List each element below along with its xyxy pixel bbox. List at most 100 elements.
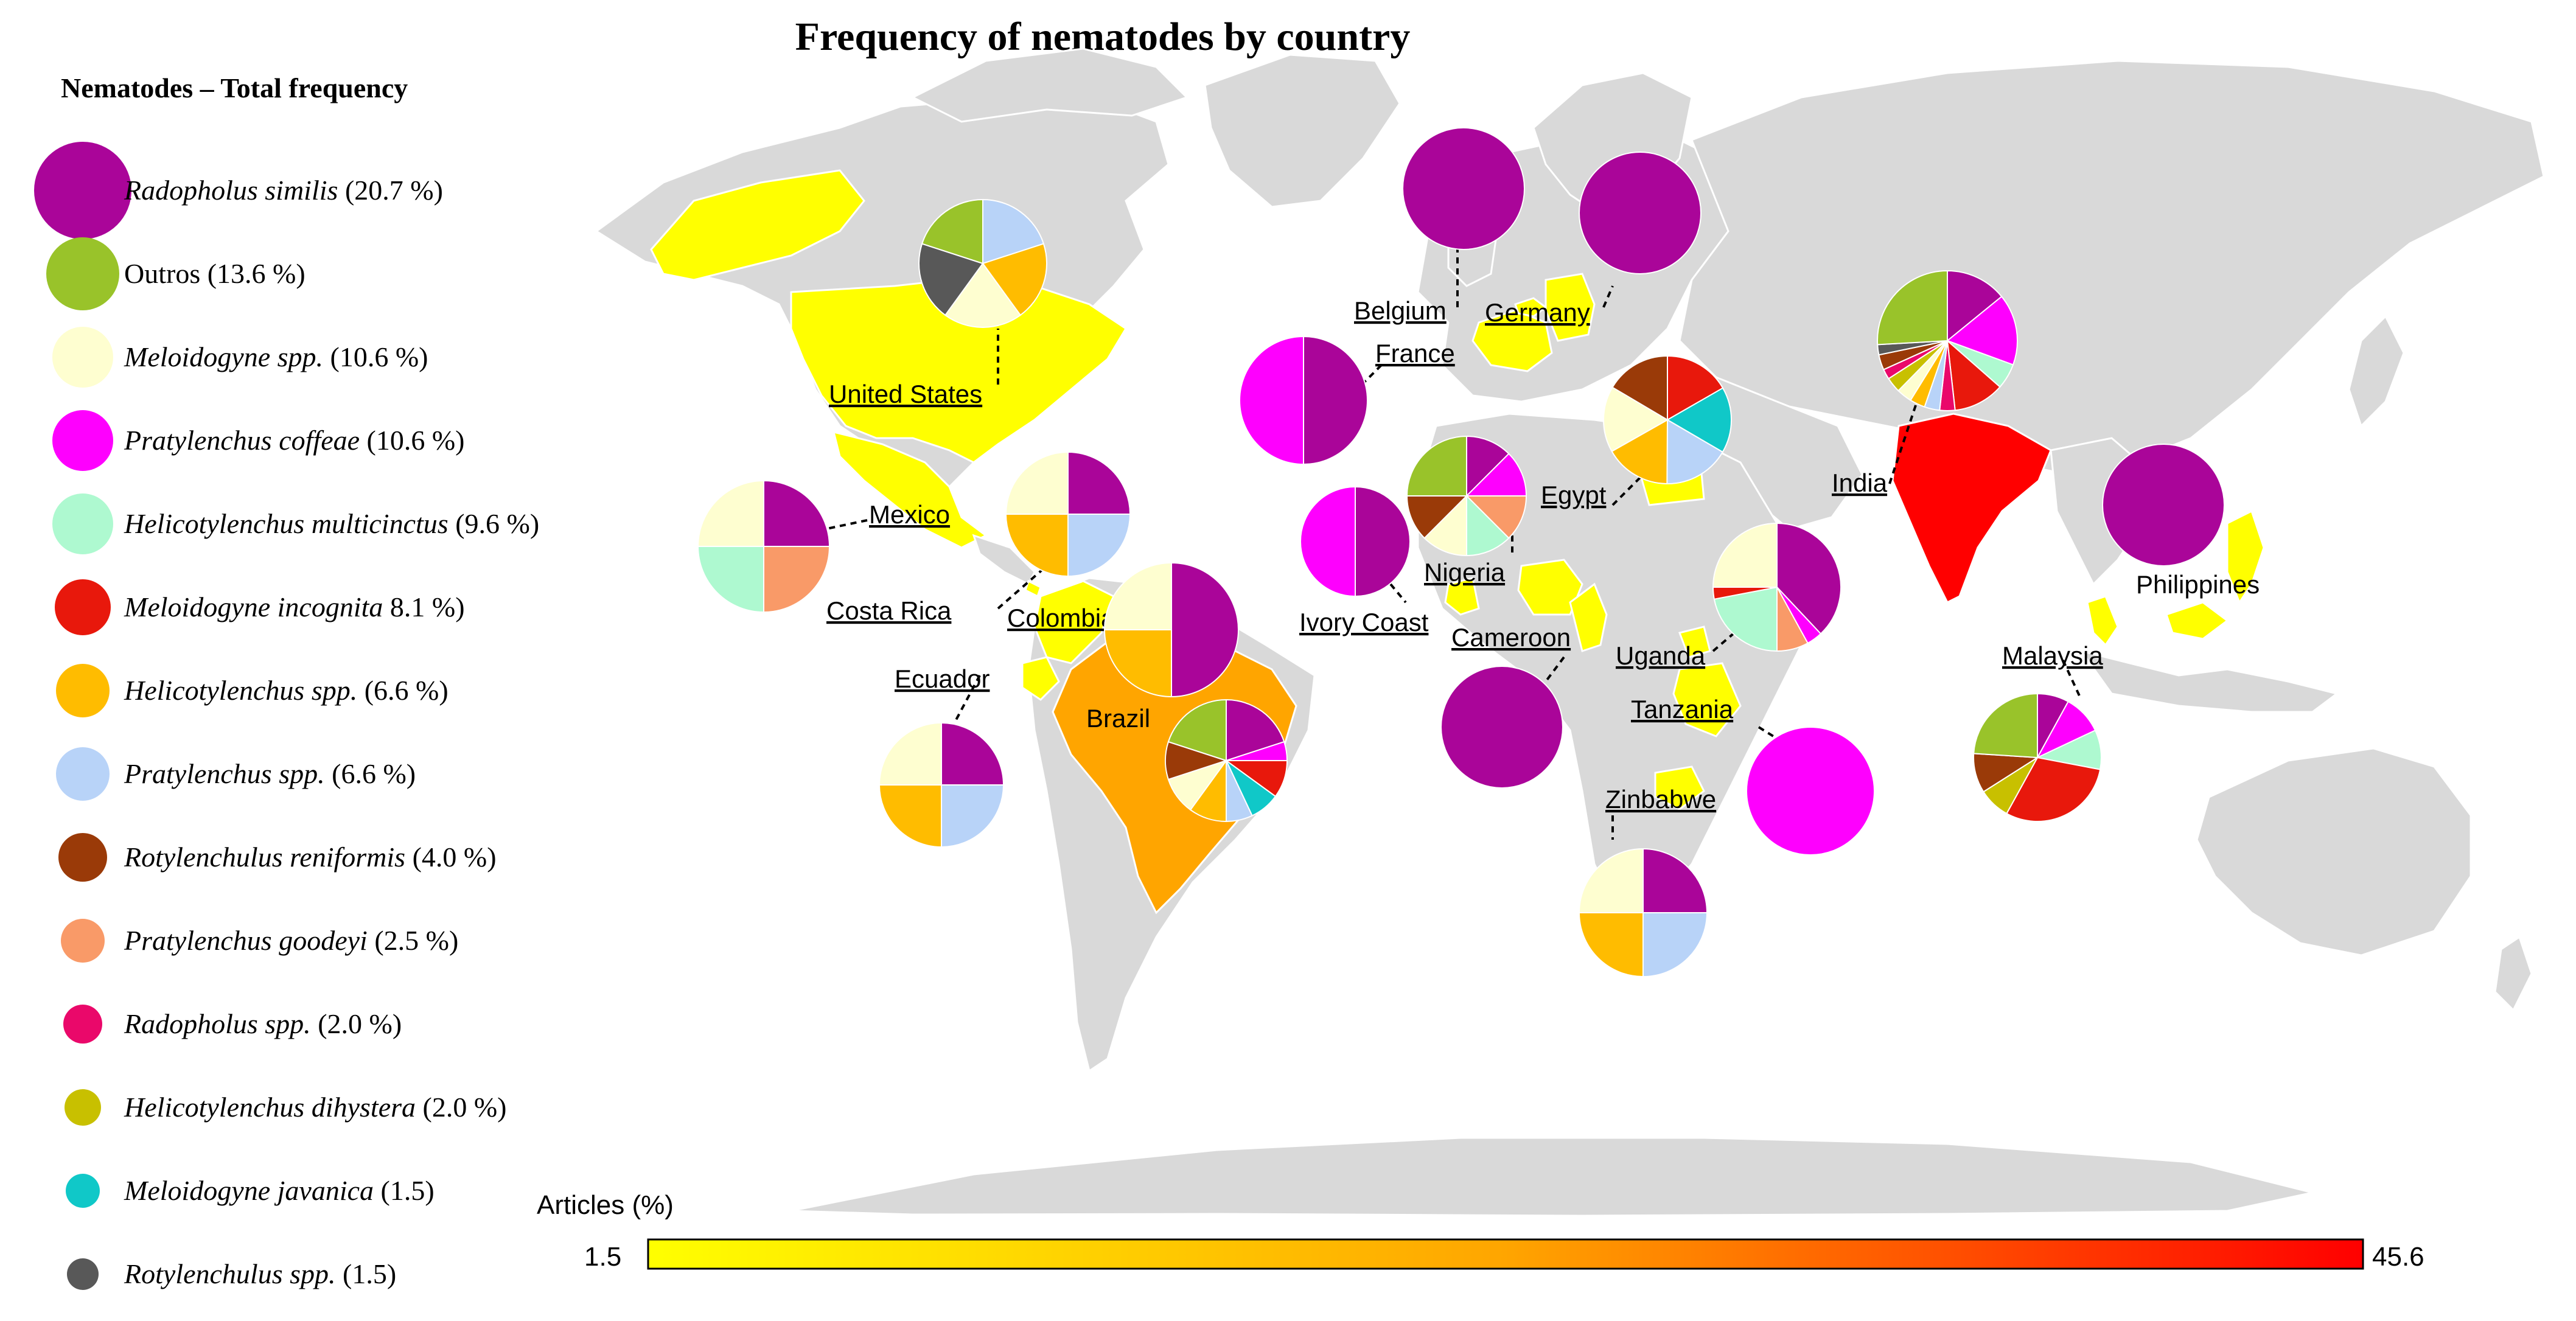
label-philippines: Philippines [2136, 570, 2260, 599]
pie-slice [1611, 355, 1668, 421]
legend-label-pratylenchus-spp: Pratylenchus spp. (6.6 %) [124, 758, 416, 789]
pie-slice [1947, 270, 2003, 343]
pie-slice [1746, 727, 1875, 856]
legend-percent: (2.0 %) [416, 1092, 506, 1123]
pie-egypt [1603, 355, 1732, 485]
japan-land [2348, 315, 2405, 428]
pie-slice [1465, 453, 1527, 497]
pie-slice [1578, 912, 1644, 978]
legend-swatch-pratylenchus-goodeyi [61, 919, 105, 963]
legend-name: Radopholus similis [124, 175, 338, 206]
pie-zinbabwe [1578, 848, 1708, 978]
legend-swatch-rotylenchulus-reniformis [58, 833, 107, 882]
pie-slice [1171, 562, 1239, 698]
pie-slice [1642, 848, 1708, 913]
pie-brazil [1164, 699, 1288, 823]
label-brazil: Brazil [1086, 704, 1150, 733]
label-ecuador: Ecuador [895, 664, 990, 693]
pie-slice [941, 722, 1005, 786]
pie-slice [1603, 386, 1669, 453]
pie-slice [1776, 522, 1841, 635]
pie-philippines [2102, 444, 2225, 566]
pie-slice [1423, 494, 1467, 557]
legend-percent: (10.6 %) [323, 341, 428, 372]
pie-slice [1440, 666, 1563, 789]
legend-swatch-helicotylenchus-dihystera [65, 1089, 101, 1126]
legend-name: Helicotylenchus spp. [124, 675, 357, 706]
legend-percent: (20.7 %) [338, 175, 442, 206]
pie-india [1877, 270, 2018, 412]
legend-percent: (2.5 %) [368, 925, 458, 956]
figure-title: Frequency of nematodes by country [795, 15, 1411, 59]
legend-percent: (9.6 %) [449, 508, 539, 539]
costa-rica-land [1024, 579, 1042, 598]
indonesia-land [2079, 649, 2339, 713]
india-land [1891, 413, 2052, 604]
legend-name: Meloidogyne javanica [124, 1175, 374, 1206]
leader-line-germany [1602, 285, 1614, 308]
pie-slice [1465, 495, 1527, 539]
pie-slice [944, 262, 1022, 329]
pie-slice [1466, 435, 1510, 498]
legend-name: Pratylenchus coffeae [124, 425, 360, 456]
pie-slice [1303, 335, 1368, 465]
legend-swatch-outros [46, 237, 119, 310]
legend-swatch-radopholus-spp [63, 1005, 102, 1044]
pie-slice [1712, 522, 1778, 588]
pie-slice [1300, 486, 1356, 598]
legend-name: Radopholus spp. [124, 1008, 311, 1039]
pie-tanzania [1746, 727, 1875, 856]
pie-slice [763, 479, 831, 547]
pie-colombia [1005, 451, 1131, 577]
pie-slice [982, 243, 1047, 316]
legend-percent: (10.6 %) [360, 425, 464, 456]
legend-label-pratylenchus-coffeae: Pratylenchus coffeae (10.6 %) [124, 425, 465, 456]
pie-slice [1005, 451, 1069, 515]
legend-swatch-meloidogyne-incognita [55, 579, 111, 635]
legend-swatch-meloidogyne-javanica [66, 1174, 100, 1208]
legend-percent: (6.6 %) [325, 758, 416, 789]
pie-mexico [697, 479, 831, 613]
leader-line-france [1356, 364, 1383, 391]
legend-label-outros: Outros (13.6 %) [124, 258, 305, 289]
label-egypt: Egypt [1541, 481, 1607, 509]
pie-ivory-coast [1300, 486, 1411, 598]
legend-percent: (1.5) [336, 1258, 397, 1289]
legend-name: Pratylenchus goodeyi [124, 925, 368, 956]
legend-label-radopholus-similis: Radopholus similis (20.7 %) [124, 175, 443, 206]
leader-line-ecuador [954, 675, 981, 722]
pie-slice [2102, 444, 2225, 566]
pie-slice [1973, 692, 2038, 759]
label-uganda: Uganda [1616, 641, 1706, 670]
new-zealand-land [2494, 935, 2533, 1012]
pie-slice [878, 722, 942, 786]
legend-label-meloidogyne-javanica: Meloidogyne javanica (1.5) [124, 1175, 435, 1206]
pie-slice [1946, 295, 2018, 366]
colorbar: Articles (%) 1.5 45.6 [537, 1190, 2424, 1272]
colorbar-title: Articles (%) [537, 1190, 674, 1220]
pie-slice [1239, 335, 1304, 465]
legend-heading: Nematodes – Total frequency [61, 72, 408, 103]
pie-france [1239, 335, 1368, 465]
pie-slice [2006, 756, 2101, 822]
asia-land [1678, 60, 2545, 476]
legend: Nematodes – Total frequency Radopholus s… [34, 72, 539, 1290]
leader-line-cameroon [1545, 656, 1565, 683]
legend-percent: (13.6 %) [200, 258, 305, 289]
legend-name: Helicotylenchus dihystera [124, 1092, 416, 1123]
pie-slice [1402, 127, 1525, 250]
pie-slice [697, 479, 764, 547]
pie-slice [1713, 586, 1778, 652]
colorbar-min-label: 1.5 [584, 1242, 621, 1272]
pie-slice [1666, 387, 1732, 453]
pie-slice [1877, 270, 1948, 346]
label-cameroon: Cameroon [1451, 623, 1571, 652]
label-costa-rica: Costa Rica [826, 596, 952, 625]
legend-label-meloidogyne-spp: Meloidogyne spp. (10.6 %) [124, 341, 428, 372]
malaysia-land [2086, 595, 2119, 647]
legend-label-helicotylenchus-dihystera: Helicotylenchus dihystera (2.0 %) [124, 1092, 507, 1123]
pie-slice [1103, 629, 1172, 698]
label-malaysia: Malaysia [2002, 641, 2103, 670]
legend-percent: (2.0 %) [311, 1008, 402, 1039]
